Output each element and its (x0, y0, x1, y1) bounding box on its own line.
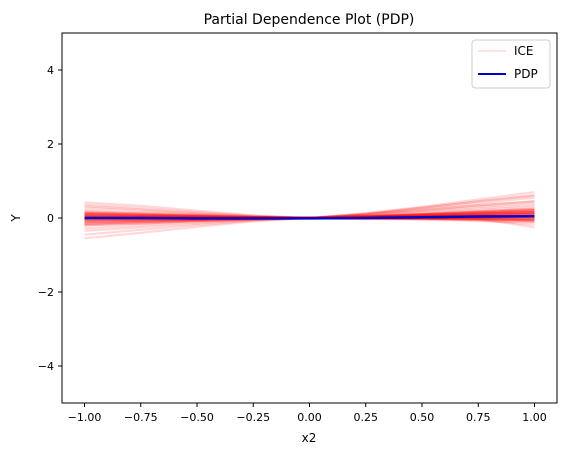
legend-ice-label: ICE (514, 44, 534, 58)
chart-title: Partial Dependence Plot (PDP) (204, 12, 415, 28)
x-tick-label: −0.25 (236, 411, 270, 424)
x-tick-label: 1.00 (522, 411, 547, 424)
y-tick-label: 0 (47, 212, 54, 225)
y-axis-label: Y (9, 214, 23, 223)
plot-lines (84, 191, 535, 240)
x-tick-label: −0.50 (180, 411, 214, 424)
x-tick-label: −1.00 (68, 411, 102, 424)
y-tick-label: −2 (38, 286, 54, 299)
x-axis-label: x2 (302, 431, 317, 445)
legend: ICE PDP (471, 39, 551, 89)
legend-box (471, 39, 551, 89)
pdp-line (84, 214, 535, 220)
y-tick-label: 2 (47, 138, 54, 151)
x-tick-label: 0.25 (354, 411, 379, 424)
x-ticks: −1.00 −0.75 −0.50 −0.25 0.00 0.25 0.50 0.75 1.00 (68, 403, 547, 424)
x-tick-label: 0.00 (297, 411, 322, 424)
legend-pdp-label: PDP (514, 67, 538, 81)
x-tick-label: 0.50 (410, 411, 435, 424)
x-tick-label: −0.75 (124, 411, 158, 424)
y-tick-label: 4 (47, 64, 54, 77)
x-tick-label: 0.75 (466, 411, 491, 424)
y-tick-label: −4 (38, 360, 54, 373)
y-ticks: −4 −2 0 2 4 (38, 64, 62, 373)
